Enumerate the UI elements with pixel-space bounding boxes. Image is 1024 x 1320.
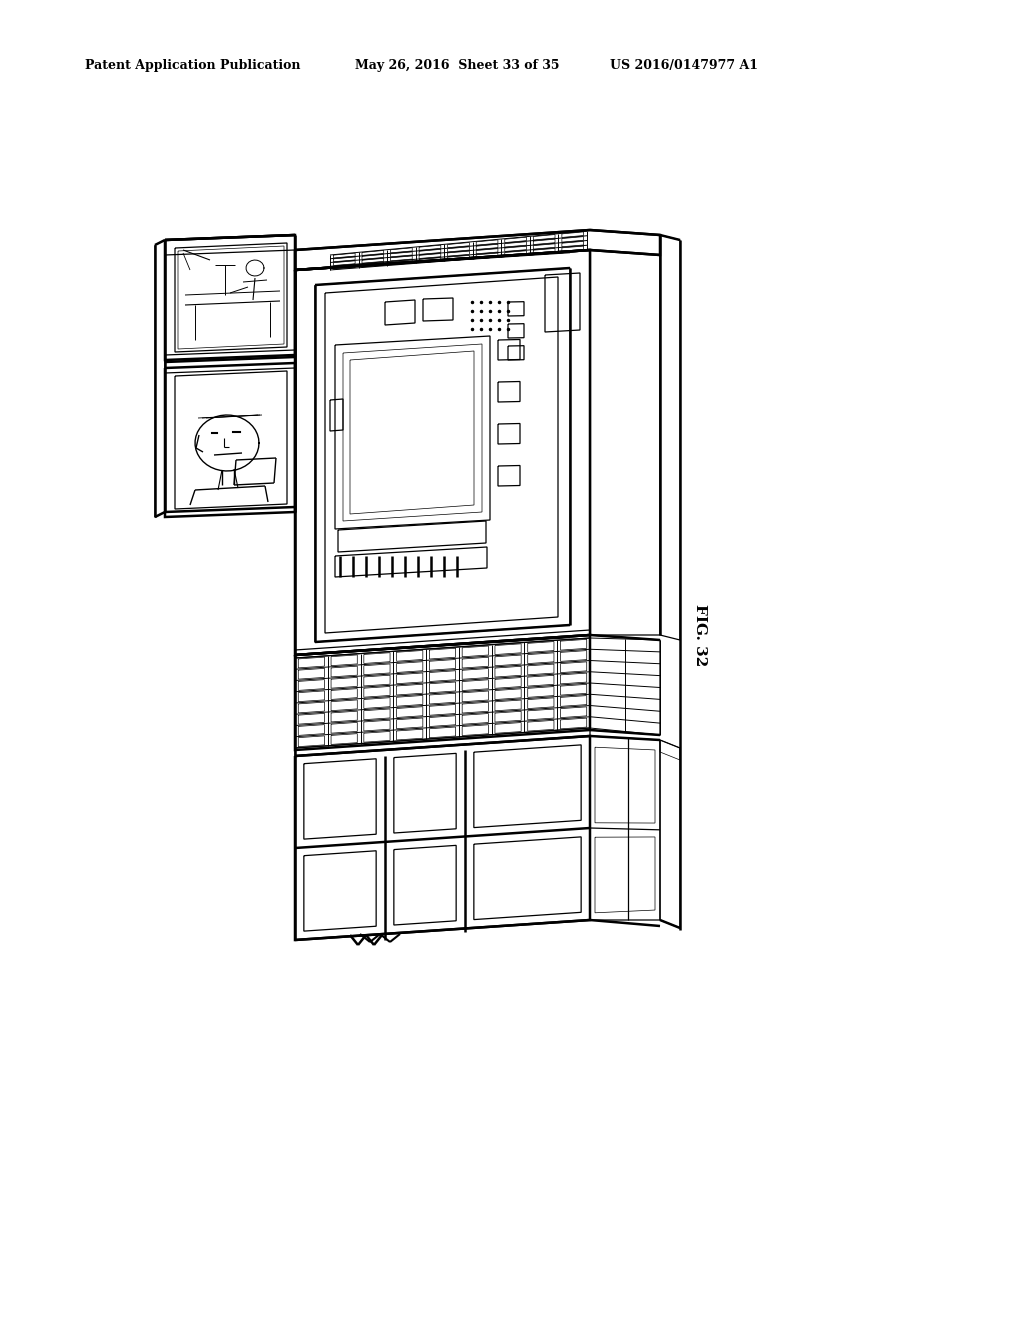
Polygon shape <box>343 345 482 521</box>
Polygon shape <box>590 249 660 635</box>
Polygon shape <box>423 298 453 321</box>
Polygon shape <box>178 246 284 348</box>
Polygon shape <box>175 371 287 510</box>
Polygon shape <box>295 729 590 756</box>
Polygon shape <box>295 630 590 657</box>
Polygon shape <box>474 744 582 828</box>
Polygon shape <box>335 337 490 529</box>
Polygon shape <box>508 302 524 315</box>
Polygon shape <box>498 424 520 444</box>
Polygon shape <box>394 754 456 833</box>
Polygon shape <box>508 323 524 338</box>
Polygon shape <box>474 837 582 920</box>
Polygon shape <box>304 851 376 931</box>
Polygon shape <box>385 300 415 325</box>
Polygon shape <box>165 363 295 517</box>
Polygon shape <box>165 350 295 374</box>
Polygon shape <box>304 759 376 840</box>
Polygon shape <box>498 466 520 486</box>
Text: Patent Application Publication: Patent Application Publication <box>85 58 300 71</box>
Polygon shape <box>175 243 287 352</box>
Polygon shape <box>330 399 343 432</box>
Polygon shape <box>498 339 520 360</box>
Text: US 2016/0147977 A1: US 2016/0147977 A1 <box>610 58 758 71</box>
Polygon shape <box>295 635 590 750</box>
Polygon shape <box>498 381 520 403</box>
Polygon shape <box>660 741 680 760</box>
Polygon shape <box>350 351 474 513</box>
Polygon shape <box>165 235 295 255</box>
Polygon shape <box>155 240 165 517</box>
Polygon shape <box>508 346 524 360</box>
Polygon shape <box>595 747 655 824</box>
Polygon shape <box>325 277 558 634</box>
Polygon shape <box>315 268 570 642</box>
Polygon shape <box>660 235 680 640</box>
Polygon shape <box>338 521 486 552</box>
Polygon shape <box>295 737 590 940</box>
Polygon shape <box>165 235 295 360</box>
Text: FIG. 32: FIG. 32 <box>693 603 707 667</box>
Polygon shape <box>590 737 660 920</box>
Polygon shape <box>660 741 680 928</box>
Polygon shape <box>394 845 456 925</box>
Polygon shape <box>295 230 660 271</box>
Polygon shape <box>595 837 655 913</box>
Text: May 26, 2016  Sheet 33 of 35: May 26, 2016 Sheet 33 of 35 <box>355 58 559 71</box>
Polygon shape <box>590 635 660 735</box>
Polygon shape <box>335 546 487 577</box>
Polygon shape <box>545 273 580 333</box>
Polygon shape <box>295 249 590 655</box>
